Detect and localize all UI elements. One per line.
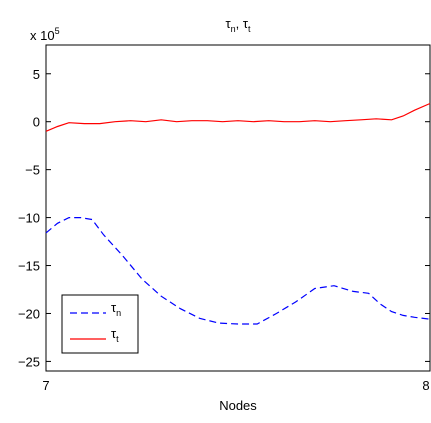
y-tick-label: −20 <box>18 306 40 321</box>
y-tick-label: −5 <box>25 163 40 178</box>
y-tick-label: −10 <box>18 211 40 226</box>
y-axis: 5 0 −5 −10 −15 −20 −25 <box>18 67 430 369</box>
legend-box <box>61 294 139 354</box>
legend-label-tau-t: τt <box>111 326 119 344</box>
legend-label-tau-n: τn <box>111 300 121 318</box>
x-tick-label: 8 <box>422 378 429 393</box>
x-axis-label: Nodes <box>219 398 257 413</box>
y-axis-multiplier: x 105 <box>30 26 60 43</box>
y-tick-label: −25 <box>18 354 40 369</box>
y-tick-label: 5 <box>33 67 40 82</box>
series-line-tau-n <box>45 217 431 325</box>
x-tick-label: 7 <box>42 378 49 393</box>
y-tick-label: 0 <box>33 115 40 130</box>
series-line-tau-t <box>45 102 431 132</box>
series-layer <box>45 102 431 325</box>
chart-title: τn, τt <box>225 16 251 34</box>
y-tick-label: −15 <box>18 259 40 274</box>
plot-frame <box>45 44 431 372</box>
legend: τn τt <box>61 294 139 354</box>
